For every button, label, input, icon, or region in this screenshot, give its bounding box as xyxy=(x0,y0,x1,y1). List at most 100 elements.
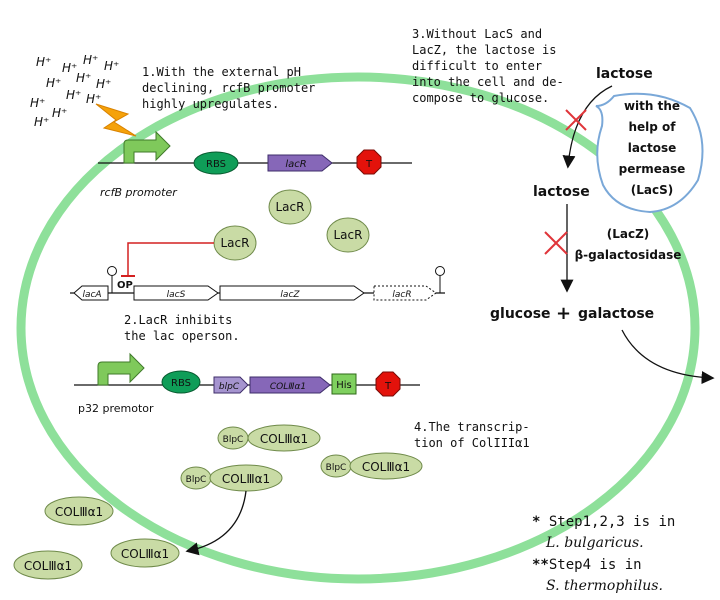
terminator-label: T xyxy=(365,159,373,170)
lightning-bolt-icon xyxy=(95,103,137,137)
proton-ion: H⁺ xyxy=(46,76,61,90)
proton-ion: H⁺ xyxy=(52,106,67,120)
proton-ion: H⁺ xyxy=(104,59,119,73)
proton-ion: H⁺ xyxy=(66,88,81,102)
proton-ion: H⁺ xyxy=(30,96,45,110)
step2-line: 2.LacR inhibits xyxy=(124,313,232,327)
proton-ion: H⁺ xyxy=(96,77,111,91)
lacr-operon-gene xyxy=(373,285,437,301)
proton-ion: H⁺ xyxy=(34,115,49,129)
permease-note-line: lactose xyxy=(628,141,677,155)
step4-line: tion of ColIIIα1 xyxy=(414,436,530,450)
blpc-protein-label: BlpC xyxy=(326,463,347,473)
lactose-outside-label: lactose xyxy=(596,66,653,82)
op-label: OP xyxy=(117,280,133,291)
step3-line: compose to glucose. xyxy=(412,91,549,105)
his-tag xyxy=(331,373,357,395)
permease-note-line: help of xyxy=(628,120,676,134)
terminator-icon xyxy=(356,149,382,175)
step1-annotation: 1.With the external pH declining, rcfB p… xyxy=(142,65,315,111)
blpc-gene-label: blpC xyxy=(219,382,240,392)
secreted-protein: COLⅢα1 xyxy=(13,550,83,580)
rbs-label: RBS xyxy=(171,378,191,389)
lacr-protein-label: LacR xyxy=(276,200,305,214)
proton-ion: H⁺ xyxy=(76,71,91,85)
col3a1-protein-label: COLⅢα1 xyxy=(260,432,308,446)
fusion-protein: BlpC COLⅢα1 xyxy=(217,424,321,452)
secreted-protein-label: COLⅢα1 xyxy=(55,505,103,519)
hydrolysis-block-x-icon xyxy=(544,231,568,255)
laca-gene xyxy=(73,285,109,301)
note-step4: **Step4 is in xyxy=(532,557,642,573)
proton-cluster: H⁺ H⁺ H⁺ H⁺ H⁺ H⁺ H⁺ H⁺ H⁺ H⁺ H⁺ H⁺ xyxy=(30,53,119,129)
blpc-protein-label: BlpC xyxy=(223,435,244,445)
step3-annotation: 3.Without LacS and LacZ, the lactose is … xyxy=(412,27,564,105)
lactose-inside-label: lactose xyxy=(533,184,590,200)
operon-terminator-lollipop xyxy=(435,266,445,276)
promoter-arrow-icon xyxy=(123,130,171,164)
note-marker: * xyxy=(532,514,540,530)
terminator-label: T xyxy=(384,381,392,392)
promoter-label: rcfB promoter xyxy=(100,186,178,199)
step3-line: 3.Without LacS and xyxy=(412,27,542,41)
secretion-arrow xyxy=(185,490,247,556)
lacr-operon-gene-label: lacR xyxy=(392,290,411,300)
enzyme-label: (LacZ) xyxy=(607,227,650,241)
construct-rcfb-lacr: rcfB promoter RBS lacR T xyxy=(98,130,412,199)
note-marker: ** xyxy=(532,557,549,573)
step4-line: 4.The transcrip- xyxy=(414,420,530,434)
inhibition-line xyxy=(127,242,214,276)
step1-line: 1.With the external pH xyxy=(142,65,301,79)
fusion-protein: BlpC COLⅢα1 xyxy=(180,464,283,492)
lactose-pathway: lactose with the help of lactose permeas… xyxy=(490,66,715,385)
secreted-protein-label: COLⅢα1 xyxy=(121,547,169,561)
enzyme-label: β-galactosidase xyxy=(575,248,682,262)
step2-line: the lac operson. xyxy=(124,329,240,343)
plus-sign: + xyxy=(556,303,571,324)
step1-line: declining, rcfB promoter xyxy=(142,81,315,95)
note-species-st: S. thermophilus. xyxy=(546,578,663,594)
proton-ion: H⁺ xyxy=(83,53,98,67)
permease-note-bubble xyxy=(595,92,704,214)
glucose-label: glucose xyxy=(490,306,551,322)
lacr-protein-label: LacR xyxy=(221,236,250,250)
permease-note-line: (LacS) xyxy=(631,183,673,197)
step3-line: into the cell and de- xyxy=(412,75,564,89)
rbs-site xyxy=(161,370,201,394)
col3a1-gene-label: COLⅢα1 xyxy=(270,382,306,392)
secreted-protein-label: COLⅢα1 xyxy=(24,559,72,573)
blpc-protein-label: BlpC xyxy=(186,475,207,485)
laca-gene-label: lacA xyxy=(82,290,101,300)
permease-note-text: with the help of lactose permease (LacS) xyxy=(619,99,686,197)
step2-annotation: 2.LacR inhibits the lac operson. xyxy=(124,313,240,343)
lacs-gene xyxy=(133,285,219,301)
col3a1-gene xyxy=(249,376,331,394)
promoter-label: p32 premotor xyxy=(78,402,154,415)
proton-ion: H⁺ xyxy=(62,61,77,75)
blpc-gene xyxy=(213,376,249,394)
cell-membrane xyxy=(16,72,700,584)
note-species-lb: L. bulgaricus. xyxy=(545,535,644,551)
step3-line: LacZ, the lactose is xyxy=(412,43,557,57)
op-lollipop xyxy=(107,266,117,276)
uptake-block-x-icon xyxy=(565,109,587,131)
lacz-gene xyxy=(219,285,365,301)
secreted-protein: COLⅢα1 xyxy=(44,496,114,526)
lacr-protein: LacR xyxy=(213,225,257,261)
step4-annotation: 4.The transcrip- tion of ColIIIα1 xyxy=(414,420,530,450)
galactose-label: galactose xyxy=(578,306,654,322)
lacr-protein: LacR xyxy=(268,189,312,225)
rbs-site xyxy=(193,151,239,175)
lacr-protein: LacR xyxy=(326,217,370,253)
note-text: Step1,2,3 is in xyxy=(540,514,675,530)
lac-operon: OP lacA lacS lacZ lacR xyxy=(70,266,445,301)
galactose-export-arrow xyxy=(621,329,715,385)
note-text: Step4 is in xyxy=(549,557,642,573)
species-notes: * Step1,2,3 is in L. bulgaricus. **Step4… xyxy=(532,514,675,594)
secreted-protein: COLⅢα1 xyxy=(110,538,180,568)
lacr-gene-label: lacR xyxy=(285,159,306,170)
construct-p32-col3a1: p32 premotor RBS blpC COLⅢα1 His T xyxy=(74,352,420,415)
col3a1-protein-label: COLⅢα1 xyxy=(362,460,410,474)
lacz-gene-label: lacZ xyxy=(280,290,300,300)
